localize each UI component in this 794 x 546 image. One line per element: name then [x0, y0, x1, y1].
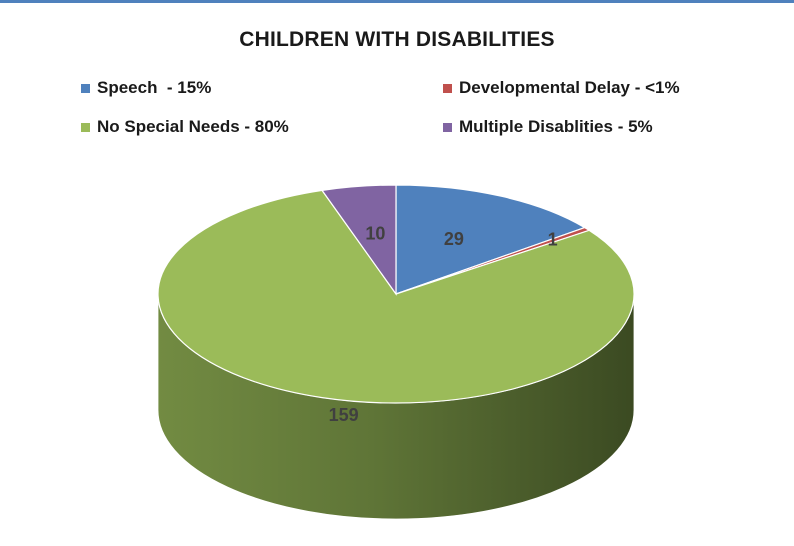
pie-slices: [157, 184, 635, 404]
chart-title: CHILDREN WITH DISABILITIES: [239, 28, 555, 51]
legend-swatch-no-special-needs: [81, 122, 90, 132]
legend-swatch-developmental-delay: [443, 83, 452, 93]
pie-slice-no-special-needs: [157, 189, 635, 404]
data-label-multiple-disabilities: 10: [365, 224, 385, 244]
chart-legend: Speech - 15% Developmental Delay - <1% N…: [0, 0, 794, 150]
data-label-speech: 29: [444, 229, 464, 249]
legend-label-developmental-delay: Developmental Delay - <1%: [459, 78, 680, 97]
legend-label-no-special-needs: No Special Needs - 80%: [97, 117, 289, 136]
legend-swatch-speech: [81, 83, 90, 93]
data-label-developmental-delay: 1: [548, 229, 558, 249]
legend-item-multiple-disabilities: Multiple Disablities - 5%: [443, 117, 653, 137]
legend-item-no-special-needs: No Special Needs - 80%: [81, 117, 289, 137]
legend-label-multiple-disabilities: Multiple Disablities - 5%: [459, 117, 653, 136]
data-label-no-special-needs: 159: [329, 405, 359, 425]
legend-item-speech: Speech - 15%: [81, 78, 211, 98]
legend-item-developmental-delay: Developmental Delay - <1%: [443, 78, 680, 98]
top-accent-rule: [0, 0, 794, 3]
legend-swatch-multiple-disabilities: [443, 122, 452, 132]
pie-slice-multiple-disabilities: [321, 184, 397, 296]
legend-label-speech: Speech - 15%: [97, 78, 212, 97]
pie-data-labels: 29 1 159 10: [329, 224, 558, 425]
pie-slice-speech: [395, 184, 587, 295]
